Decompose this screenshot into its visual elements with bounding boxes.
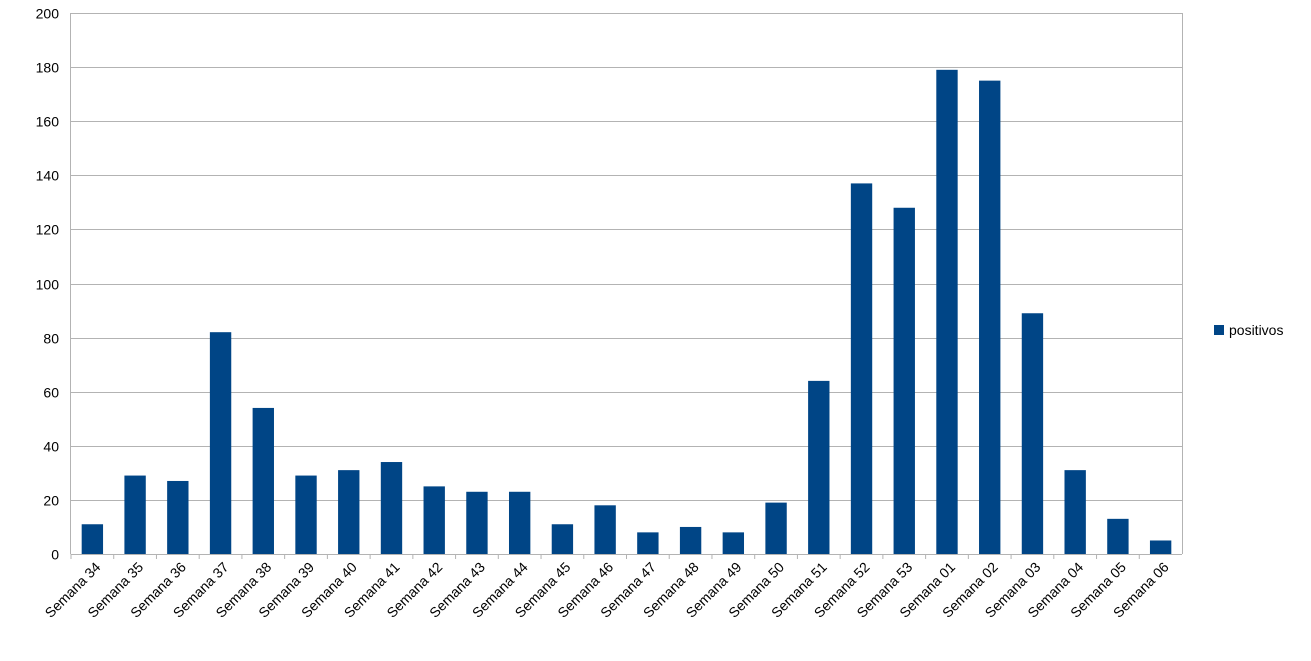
bar-semana-52	[850, 183, 873, 554]
y-tick-label-160: 160	[36, 114, 60, 130]
y-tick-label-0: 0	[51, 547, 59, 563]
bar-semana-05	[1107, 518, 1129, 554]
y-tick-label-180: 180	[36, 60, 60, 76]
bar-semana-36	[167, 480, 189, 554]
bar-semana-34	[81, 524, 104, 554]
y-tick-label-120: 120	[36, 222, 60, 238]
legend-label-positivos: positivos	[1229, 322, 1283, 338]
bar-semana-43	[466, 491, 488, 554]
bar-semana-01	[936, 69, 958, 554]
bar-semana-49	[722, 532, 745, 554]
y-tick-label-100: 100	[36, 277, 60, 293]
bar-semana-44	[508, 491, 531, 554]
bar-semana-40	[338, 470, 360, 554]
y-tick-label-80: 80	[43, 331, 59, 347]
bar-semana-02	[979, 80, 1001, 555]
legend-swatch	[1214, 325, 1224, 335]
bar-semana-04	[1064, 470, 1086, 554]
bar-semana-39	[295, 475, 317, 554]
bars	[81, 69, 1172, 555]
y-tick-label-40: 40	[43, 439, 59, 455]
bar-semana-46	[594, 505, 616, 554]
legend: positivos	[1214, 322, 1283, 338]
y-axis-tick-labels: 0 20 40 60 80 100 120 140 160 180 200	[36, 6, 60, 563]
bar-semana-50	[765, 502, 787, 554]
bar-semana-06	[1149, 540, 1172, 554]
bar-semana-41	[380, 462, 403, 554]
y-tick-label-60: 60	[43, 385, 59, 401]
bar-semana-37	[209, 332, 232, 554]
bar-semana-48	[679, 526, 702, 554]
bar-semana-51	[808, 380, 830, 554]
y-tick-label-20: 20	[43, 493, 59, 509]
axes	[70, 13, 1183, 559]
gridlines	[71, 13, 1182, 555]
bar-semana-03	[1021, 313, 1044, 554]
bar-semana-53	[893, 207, 915, 554]
y-tick-label-200: 200	[36, 6, 60, 22]
bar-semana-35	[124, 475, 146, 554]
bar-semana-42	[423, 486, 445, 555]
bar-semana-45	[551, 524, 574, 554]
bar-semana-47	[637, 532, 659, 554]
bar-semana-38	[252, 407, 274, 554]
y-tick-label-140: 140	[36, 168, 60, 184]
